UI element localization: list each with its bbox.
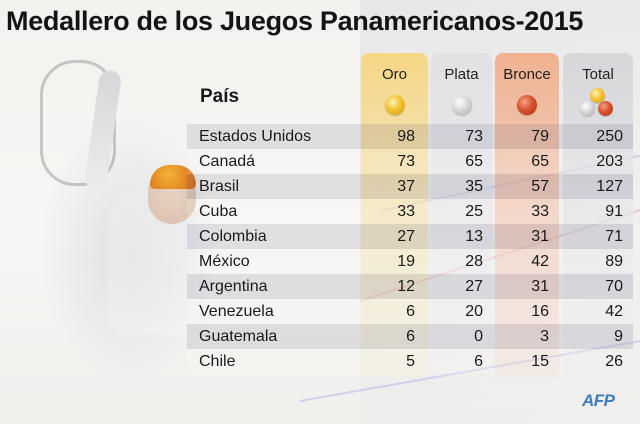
country-name: Argentina — [199, 278, 268, 295]
gold-medal-icon — [590, 88, 605, 103]
country-name: Estados Unidos — [199, 128, 312, 145]
plata-count: 35 — [465, 178, 483, 195]
table-row: Argentina 12 27 31 70 — [187, 274, 633, 299]
total-count: 71 — [605, 228, 623, 245]
row-header-pais: País — [200, 86, 240, 107]
bronce-count: 57 — [531, 178, 549, 195]
total-count: 9 — [614, 328, 623, 345]
oro-count: 5 — [406, 353, 415, 370]
oro-count: 19 — [397, 253, 415, 270]
country-name: Brasil — [199, 178, 240, 195]
oro-count: 37 — [397, 178, 415, 195]
total-count: 127 — [596, 178, 623, 195]
country-name: Colombia — [199, 228, 267, 245]
oro-count: 6 — [406, 328, 415, 345]
oro-count: 33 — [397, 203, 415, 220]
plata-count: 27 — [465, 278, 483, 295]
plata-count: 73 — [465, 128, 483, 145]
table-row: Guatemala 6 0 3 9 — [187, 324, 633, 349]
silver-medal-icon — [580, 101, 595, 116]
gold-medal-icon — [385, 95, 405, 115]
plata-count: 13 — [465, 228, 483, 245]
oro-count: 73 — [397, 153, 415, 170]
plata-count: 25 — [465, 203, 483, 220]
bronce-count: 3 — [540, 328, 549, 345]
plata-count: 28 — [465, 253, 483, 270]
table-row: Chile 5 6 15 26 — [187, 349, 633, 374]
chart-title: Medallero de los Juegos Panamericanos-20… — [6, 6, 584, 36]
oro-count: 6 — [406, 303, 415, 320]
bronce-count: 65 — [531, 153, 549, 170]
total-count: 250 — [596, 128, 623, 145]
total-count: 70 — [605, 278, 623, 295]
plata-count: 65 — [465, 153, 483, 170]
bronze-medal-icon — [517, 95, 537, 115]
column-header-oro: Oro — [381, 66, 407, 83]
silver-medal-icon — [452, 95, 472, 115]
table-row: Venezuela 6 20 16 42 — [187, 299, 633, 324]
bronce-count: 31 — [531, 278, 549, 295]
plata-count: 6 — [474, 353, 483, 370]
total-count: 89 — [605, 253, 623, 270]
column-header-bronce: Bronce — [503, 66, 551, 83]
bronce-count: 16 — [531, 303, 549, 320]
bronce-count: 33 — [531, 203, 549, 220]
bronze-medal-icon — [598, 101, 613, 116]
bronce-count: 31 — [531, 228, 549, 245]
total-count: 26 — [605, 353, 623, 370]
country-name: Guatemala — [199, 328, 278, 345]
bronce-count: 15 — [531, 353, 549, 370]
medal-table: Estados Unidos 98 73 79 250 Canadá 73 65 65 203 Br… — [187, 124, 633, 374]
country-name: Chile — [199, 353, 236, 370]
oro-count: 27 — [397, 228, 415, 245]
bronce-count: 79 — [531, 128, 549, 145]
total-count: 91 — [605, 203, 623, 220]
oro-count: 12 — [397, 278, 415, 295]
table-row: Brasil 37 35 57 127 — [187, 174, 633, 199]
table-row: Cuba 33 25 33 91 — [187, 199, 633, 224]
country-name: México — [199, 253, 250, 270]
country-name: Cuba — [199, 203, 238, 220]
column-header-total: Total — [582, 66, 614, 83]
table-row: México 19 28 42 89 — [187, 249, 633, 274]
total-count: 203 — [596, 153, 623, 170]
plata-count: 0 — [474, 328, 483, 345]
table-row: Colombia 27 13 31 71 — [187, 224, 633, 249]
country-name: Venezuela — [199, 303, 274, 320]
afp-credit-logo: AFP — [582, 391, 615, 410]
oro-count: 98 — [397, 128, 415, 145]
plata-count: 20 — [465, 303, 483, 320]
table-row: Canadá 73 65 65 203 — [187, 149, 633, 174]
table-row: Estados Unidos 98 73 79 250 — [187, 124, 633, 149]
column-header-plata: Plata — [444, 66, 479, 83]
bronce-count: 42 — [531, 253, 549, 270]
country-name: Canadá — [199, 153, 256, 170]
total-count: 42 — [605, 303, 623, 320]
background-rider-helmet — [150, 165, 196, 189]
